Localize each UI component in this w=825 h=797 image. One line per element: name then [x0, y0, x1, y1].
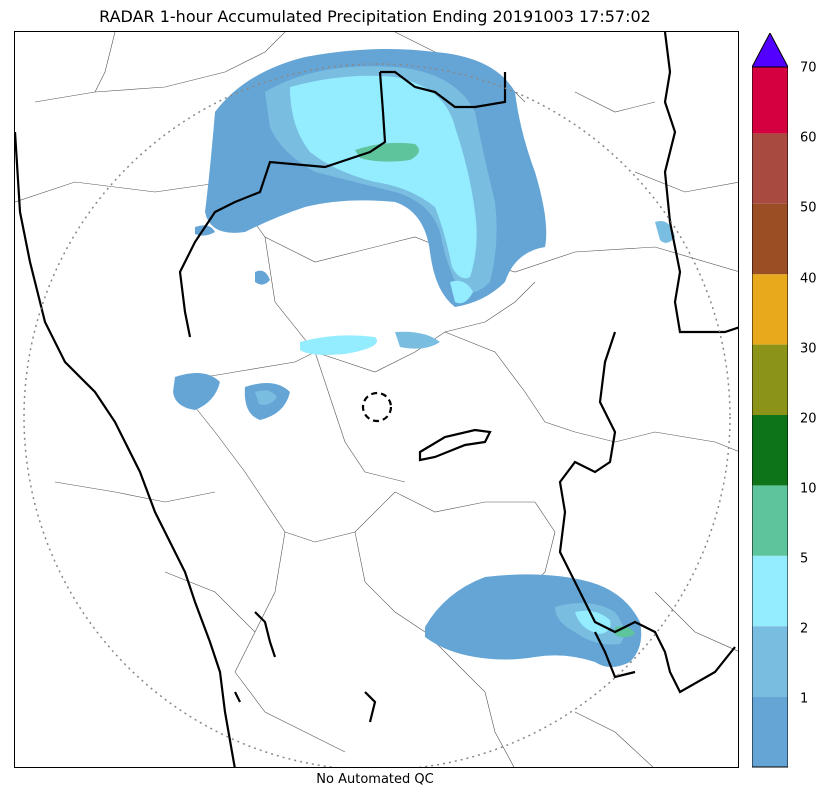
- colorbar-label-20: 20: [800, 411, 817, 427]
- colorbar-level-4: [752, 485, 788, 556]
- colorbar-level-1: [752, 696, 788, 767]
- precip-north-band: [205, 48, 547, 307]
- radar-range-ring: [23, 63, 731, 767]
- colorbar: [752, 33, 788, 768]
- colorbar-level-2: [752, 626, 788, 697]
- colorbar-level-10: [752, 67, 788, 134]
- chart-title: RADAR 1-hour Accumulated Precipitation E…: [99, 7, 651, 26]
- colorbar-level-3: [752, 555, 788, 627]
- colorbar-extend-arrow: [752, 33, 788, 68]
- colorbar-level-6: [752, 344, 788, 415]
- colorbar-label-50: 50: [800, 200, 817, 216]
- colorbar-label-60: 60: [800, 130, 817, 146]
- colorbar-label-30: 30: [800, 341, 817, 357]
- colorbar-svg: [752, 33, 788, 768]
- colorbar-label-10: 10: [800, 481, 817, 497]
- map-canvas: [15, 32, 738, 767]
- radar-site-marker: [361, 391, 393, 423]
- qc-note: No Automated QC: [316, 772, 434, 787]
- colorbar-label-40: 40: [800, 271, 817, 287]
- colorbar-frame: [752, 66, 788, 768]
- colorbar-label-70: 70: [800, 60, 817, 76]
- colorbar-label-5: 5: [800, 551, 809, 567]
- precip-west-cells: [173, 221, 675, 420]
- colorbar-label-1: 1: [800, 691, 809, 707]
- colorbar-level-7: [752, 274, 788, 345]
- precip-southeast-cluster: [425, 574, 642, 667]
- radar-map: [14, 31, 739, 768]
- state-boundaries: [15, 32, 738, 767]
- colorbar-level-5: [752, 415, 788, 486]
- colorbar-level-8: [752, 203, 788, 275]
- colorbar-level-9: [752, 133, 788, 204]
- colorbar-label-2: 2: [800, 621, 809, 637]
